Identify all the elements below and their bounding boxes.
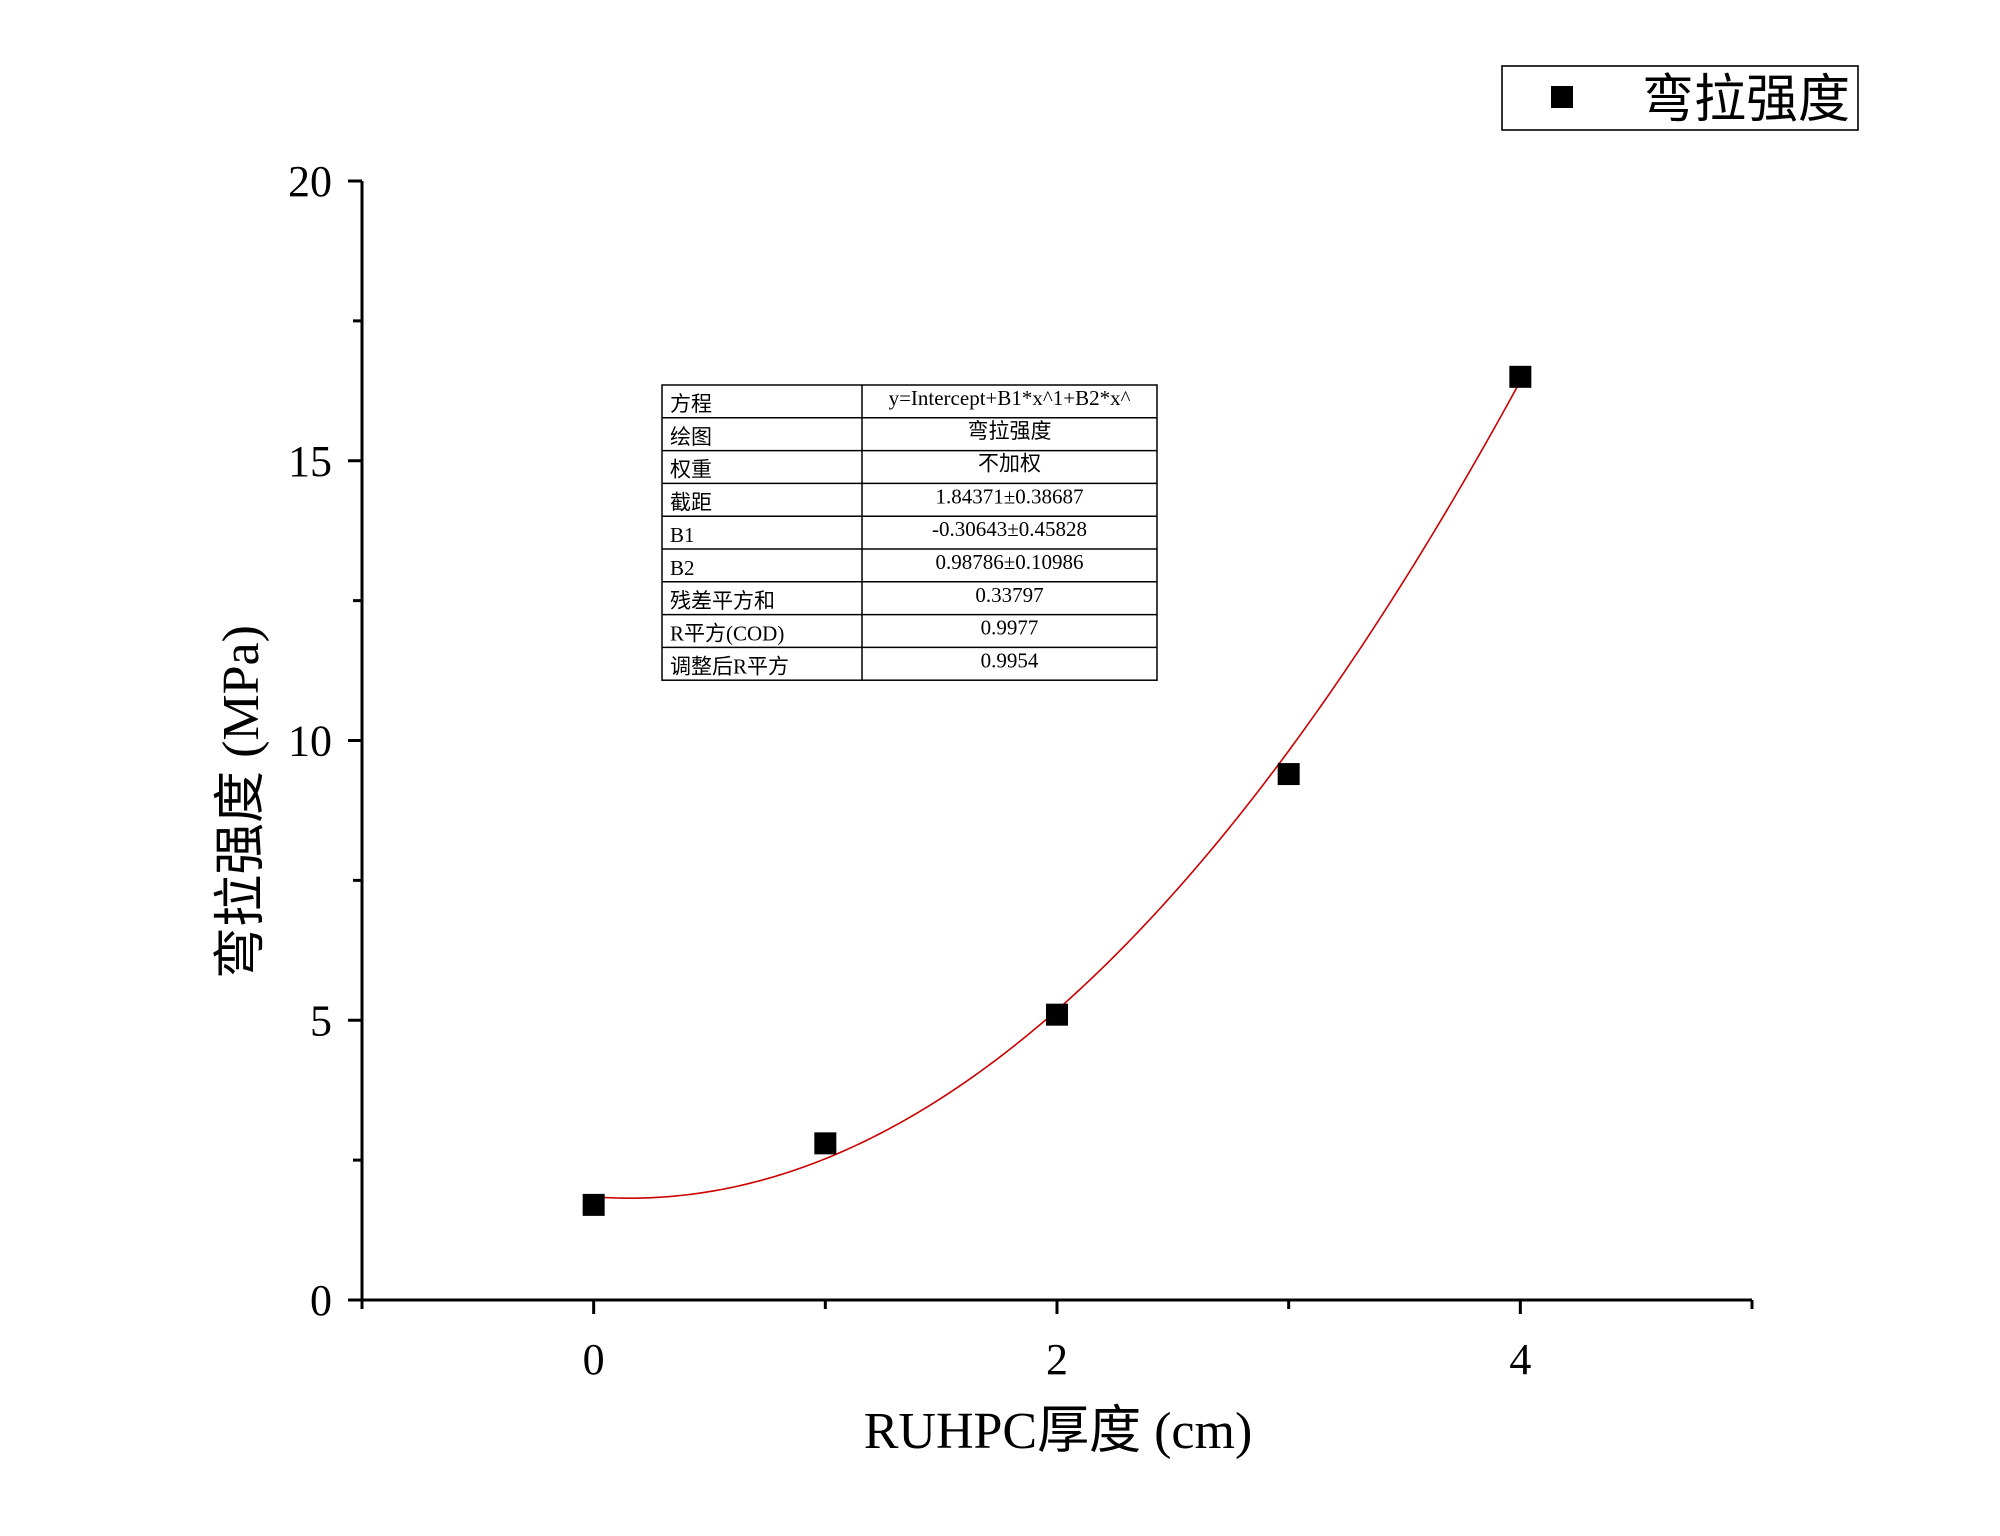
table-cell-label: 调整后R平方 <box>670 654 789 678</box>
y-axis-title: 弯拉强度 (MPa) <box>212 625 270 979</box>
legend: 弯拉强度 <box>1501 65 1859 131</box>
data-point <box>1046 1003 1068 1026</box>
y-tick-label: 10 <box>288 717 332 766</box>
y-tick-label: 20 <box>288 157 332 206</box>
table-border <box>661 384 1158 681</box>
legend-marker <box>1551 86 1573 108</box>
y-tick-label: 0 <box>310 1276 332 1325</box>
table-cell-value: 0.9977 <box>981 616 1039 640</box>
table-cell-label: 绘图 <box>670 425 712 449</box>
data-point <box>1509 365 1532 388</box>
table-cell-value: -0.30643±0.45828 <box>932 517 1087 541</box>
axes: 0 2 4 0 5 10 15 20 <box>288 157 1754 1384</box>
table-cell-value: 不加权 <box>978 452 1041 476</box>
table-cell-value: y=Intercept+B1*x^1+B2*x^ <box>889 386 1131 410</box>
x-tick-label: 0 <box>583 1335 605 1384</box>
table-cell-value: 弯拉强度 <box>968 419 1052 443</box>
table-cell-label: 方程 <box>670 392 712 416</box>
x-tick-label: 4 <box>1509 1335 1531 1384</box>
table-cell-value: 0.98786±0.10986 <box>935 550 1083 574</box>
y-tick-label: 5 <box>310 996 332 1045</box>
x-axis-title: RUHPC厚度 (cm) <box>864 1403 1253 1460</box>
table-cell-label: 权重 <box>670 458 712 482</box>
data-point <box>814 1132 837 1155</box>
table-cell-value: 0.33797 <box>975 583 1043 607</box>
table-cell-value: 0.9954 <box>981 648 1039 672</box>
table-cell-label: B1 <box>670 523 695 547</box>
data-points <box>582 365 1532 1216</box>
table-cell-label: B2 <box>670 556 695 580</box>
legend-label: 弯拉强度 <box>1642 71 1850 129</box>
data-point <box>582 1193 605 1216</box>
table-cell-label: 截距 <box>670 490 712 514</box>
table-cell-label: R平方(COD) <box>670 622 784 646</box>
data-point <box>1277 763 1300 786</box>
x-tick-label: 2 <box>1046 1335 1068 1384</box>
table-cell-label: 残差平方和 <box>670 589 775 613</box>
y-tick-label: 15 <box>288 437 332 486</box>
table-cell-value: 1.84371±0.38687 <box>935 484 1083 508</box>
